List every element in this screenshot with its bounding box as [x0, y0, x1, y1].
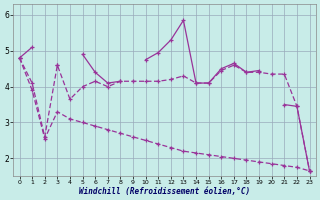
X-axis label: Windchill (Refroidissement éolien,°C): Windchill (Refroidissement éolien,°C): [79, 187, 250, 196]
